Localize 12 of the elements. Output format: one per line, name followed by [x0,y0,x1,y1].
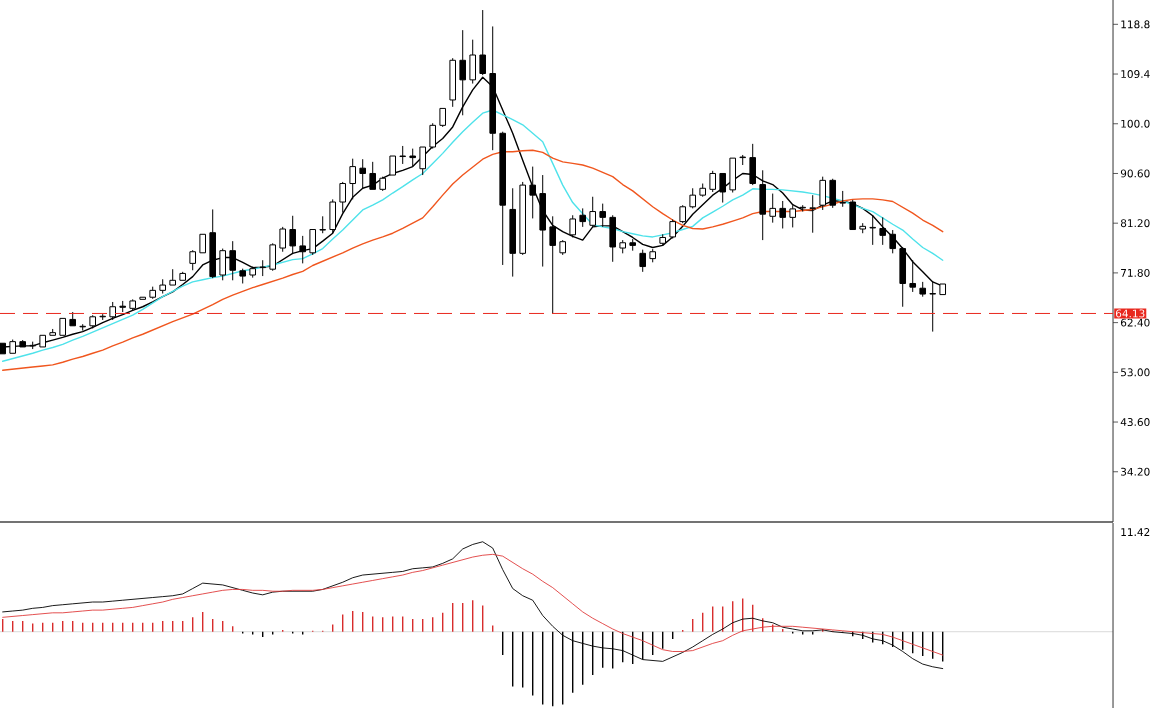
y-tick-label: 109.4 [1121,70,1150,79]
y-tick-label: 34.20 [1121,467,1150,476]
y-tick-label: 81.20 [1120,219,1150,228]
y-tick-label: 53.00 [1121,368,1150,377]
ref-line-label: 64.13 [1115,309,1145,318]
y-tick-label: 71.80 [1121,268,1150,277]
y-tick-label: 62.40 [1120,318,1150,327]
y-tick-label: 90.60 [1120,169,1150,178]
text: 11.42 [1121,528,1150,536]
y-tick-label: 118.8 [1121,20,1150,29]
y-tick-label: 43.60 [1120,418,1150,427]
y-tick-label: 100.0 [1121,119,1150,128]
